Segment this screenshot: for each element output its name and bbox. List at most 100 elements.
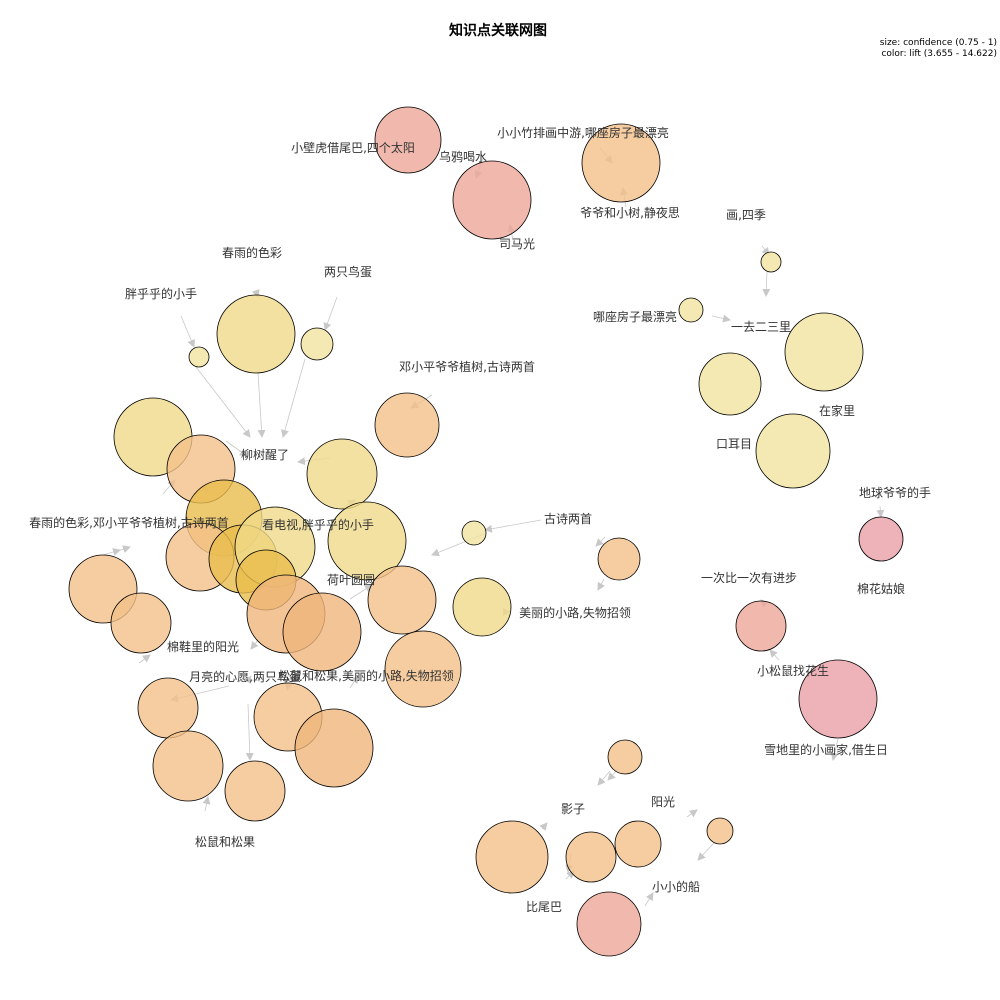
node-label: 月亮的心愿,两只鸟蛋 — [189, 669, 301, 684]
edge-arrow — [711, 314, 731, 323]
rule-bubble — [110, 592, 172, 654]
rule-bubble — [755, 413, 831, 489]
node-label: 小小的船 — [652, 879, 700, 894]
node-label: 地球爷爷的手 — [859, 485, 931, 500]
rule-bubble — [306, 438, 378, 510]
edge-arrow — [138, 654, 151, 664]
node-label: 胖乎乎的小手 — [125, 286, 197, 301]
edge-arrow — [225, 440, 248, 457]
rule-bubble — [188, 346, 210, 368]
edge-arrow — [762, 270, 771, 297]
edge-arrow — [323, 296, 338, 331]
rule-bubble — [581, 123, 661, 203]
rule-bubble — [614, 820, 662, 868]
rule-bubble — [760, 251, 782, 273]
rule-bubble — [384, 630, 462, 708]
rule-bubble — [576, 891, 642, 957]
edge-arrow — [484, 519, 542, 533]
rule-bubble — [216, 294, 296, 374]
edge-arrow — [597, 578, 605, 591]
rule-bubble — [282, 592, 362, 672]
node-label: 哪座房子最漂亮 — [593, 309, 677, 324]
node-label: 棉鞋里的阳光 — [167, 639, 239, 654]
edge-arrow — [250, 639, 259, 650]
node-label: 小壁虎借尾巴,四个太阳 — [291, 140, 415, 155]
rule-bubble — [367, 565, 437, 635]
node-label: 小松鼠找花生 — [757, 663, 829, 678]
legend-size: size: confidence (0.75 - 1) — [880, 38, 997, 48]
node-label: 棉花姑娘 — [857, 581, 905, 596]
node-label: 爷爷和小树,静夜思 — [580, 205, 680, 220]
rule-bubble — [137, 677, 199, 739]
rule-bubble — [224, 760, 286, 822]
rule-bubble — [374, 392, 440, 458]
edge-arrow — [876, 505, 885, 518]
rule-bubble — [565, 831, 617, 883]
edge-arrow — [102, 548, 121, 556]
rule-bubble — [294, 708, 374, 788]
rule-bubble — [678, 297, 704, 323]
edge-arrow — [697, 842, 715, 861]
label-layer: 小壁虎借尾巴,四个太阳乌鸦喝水小小竹排画中游,哪座房子最漂亮爷爷和小树,静夜思司… — [29, 125, 931, 914]
edge-arrow — [595, 536, 606, 547]
node-label: 在家里 — [819, 403, 855, 418]
node-label: 春雨的色彩 — [222, 245, 282, 260]
edge-arrow — [195, 366, 251, 438]
rule-bubble — [784, 312, 864, 392]
node-label: 阳光 — [651, 795, 675, 809]
rule-bubble — [452, 577, 512, 637]
rule-bubble — [152, 730, 224, 802]
edge-arrow — [830, 738, 839, 761]
edge-arrow — [180, 315, 195, 348]
node-label: 司马光 — [499, 237, 535, 251]
node-label: 看电视,胖乎乎的小手 — [262, 517, 374, 532]
node-label: 松鼠和松果 — [195, 835, 255, 849]
node-label: 一次比一次有进步 — [701, 571, 797, 585]
rule-bubble — [735, 600, 787, 652]
node-label: 小小竹排画中游,哪座房子最漂亮 — [497, 125, 669, 140]
edge-arrow — [686, 809, 698, 818]
edge-arrow — [117, 545, 131, 554]
node-label: 影子 — [561, 802, 585, 816]
edge-arrow — [349, 584, 373, 600]
node-label: 松鼠和松果,美丽的小路,失物招领 — [278, 668, 454, 683]
chart-title: 知识点关联网图 — [449, 22, 547, 39]
rule-bubble — [858, 516, 904, 562]
rule-bubble — [475, 820, 549, 894]
rule-bubble — [461, 520, 487, 546]
node-label: 美丽的小路,失物招领 — [519, 605, 631, 620]
node-label: 画,四季 — [726, 208, 766, 222]
rule-bubble — [327, 501, 407, 581]
node-label: 一去二三里 — [731, 320, 791, 334]
rule-bubble — [798, 659, 878, 739]
edge-arrow — [349, 675, 359, 689]
edge-arrow — [539, 822, 548, 831]
rule-bubble — [607, 739, 643, 775]
edge-arrow — [644, 892, 654, 907]
node-label: 柳树醒了 — [241, 447, 289, 462]
bubble-layer — [68, 106, 904, 957]
edge-arrow — [202, 796, 211, 812]
rule-bubble — [452, 160, 532, 240]
rule-bubble — [698, 352, 762, 416]
rule-bubble — [374, 106, 442, 174]
rule-bubble — [706, 817, 734, 845]
edge-arrow — [769, 649, 780, 661]
node-label: 两只鸟蛋 — [324, 264, 372, 279]
edge-arrow — [597, 770, 611, 786]
legend-color: color: lift (3.655 - 14.622) — [881, 49, 997, 59]
node-label: 口耳目 — [716, 437, 752, 451]
node-label: 比尾巴 — [526, 900, 562, 914]
edge-arrow — [257, 372, 266, 438]
edge-arrow — [245, 703, 254, 761]
node-label: 春雨的色彩,邓小平爷爷植树,古诗两首 — [29, 515, 229, 530]
node-label: 邓小平爷爷植树,古诗两首 — [399, 359, 535, 374]
node-label: 乌鸦喝水 — [439, 149, 487, 164]
edge-arrow — [281, 358, 306, 438]
node-label: 古诗两首 — [544, 511, 592, 526]
edge-arrow — [243, 675, 261, 684]
rule-bubble — [597, 537, 641, 581]
rule-bubble — [300, 327, 334, 361]
node-label: 雪地里的小画家,借生日 — [764, 742, 888, 757]
